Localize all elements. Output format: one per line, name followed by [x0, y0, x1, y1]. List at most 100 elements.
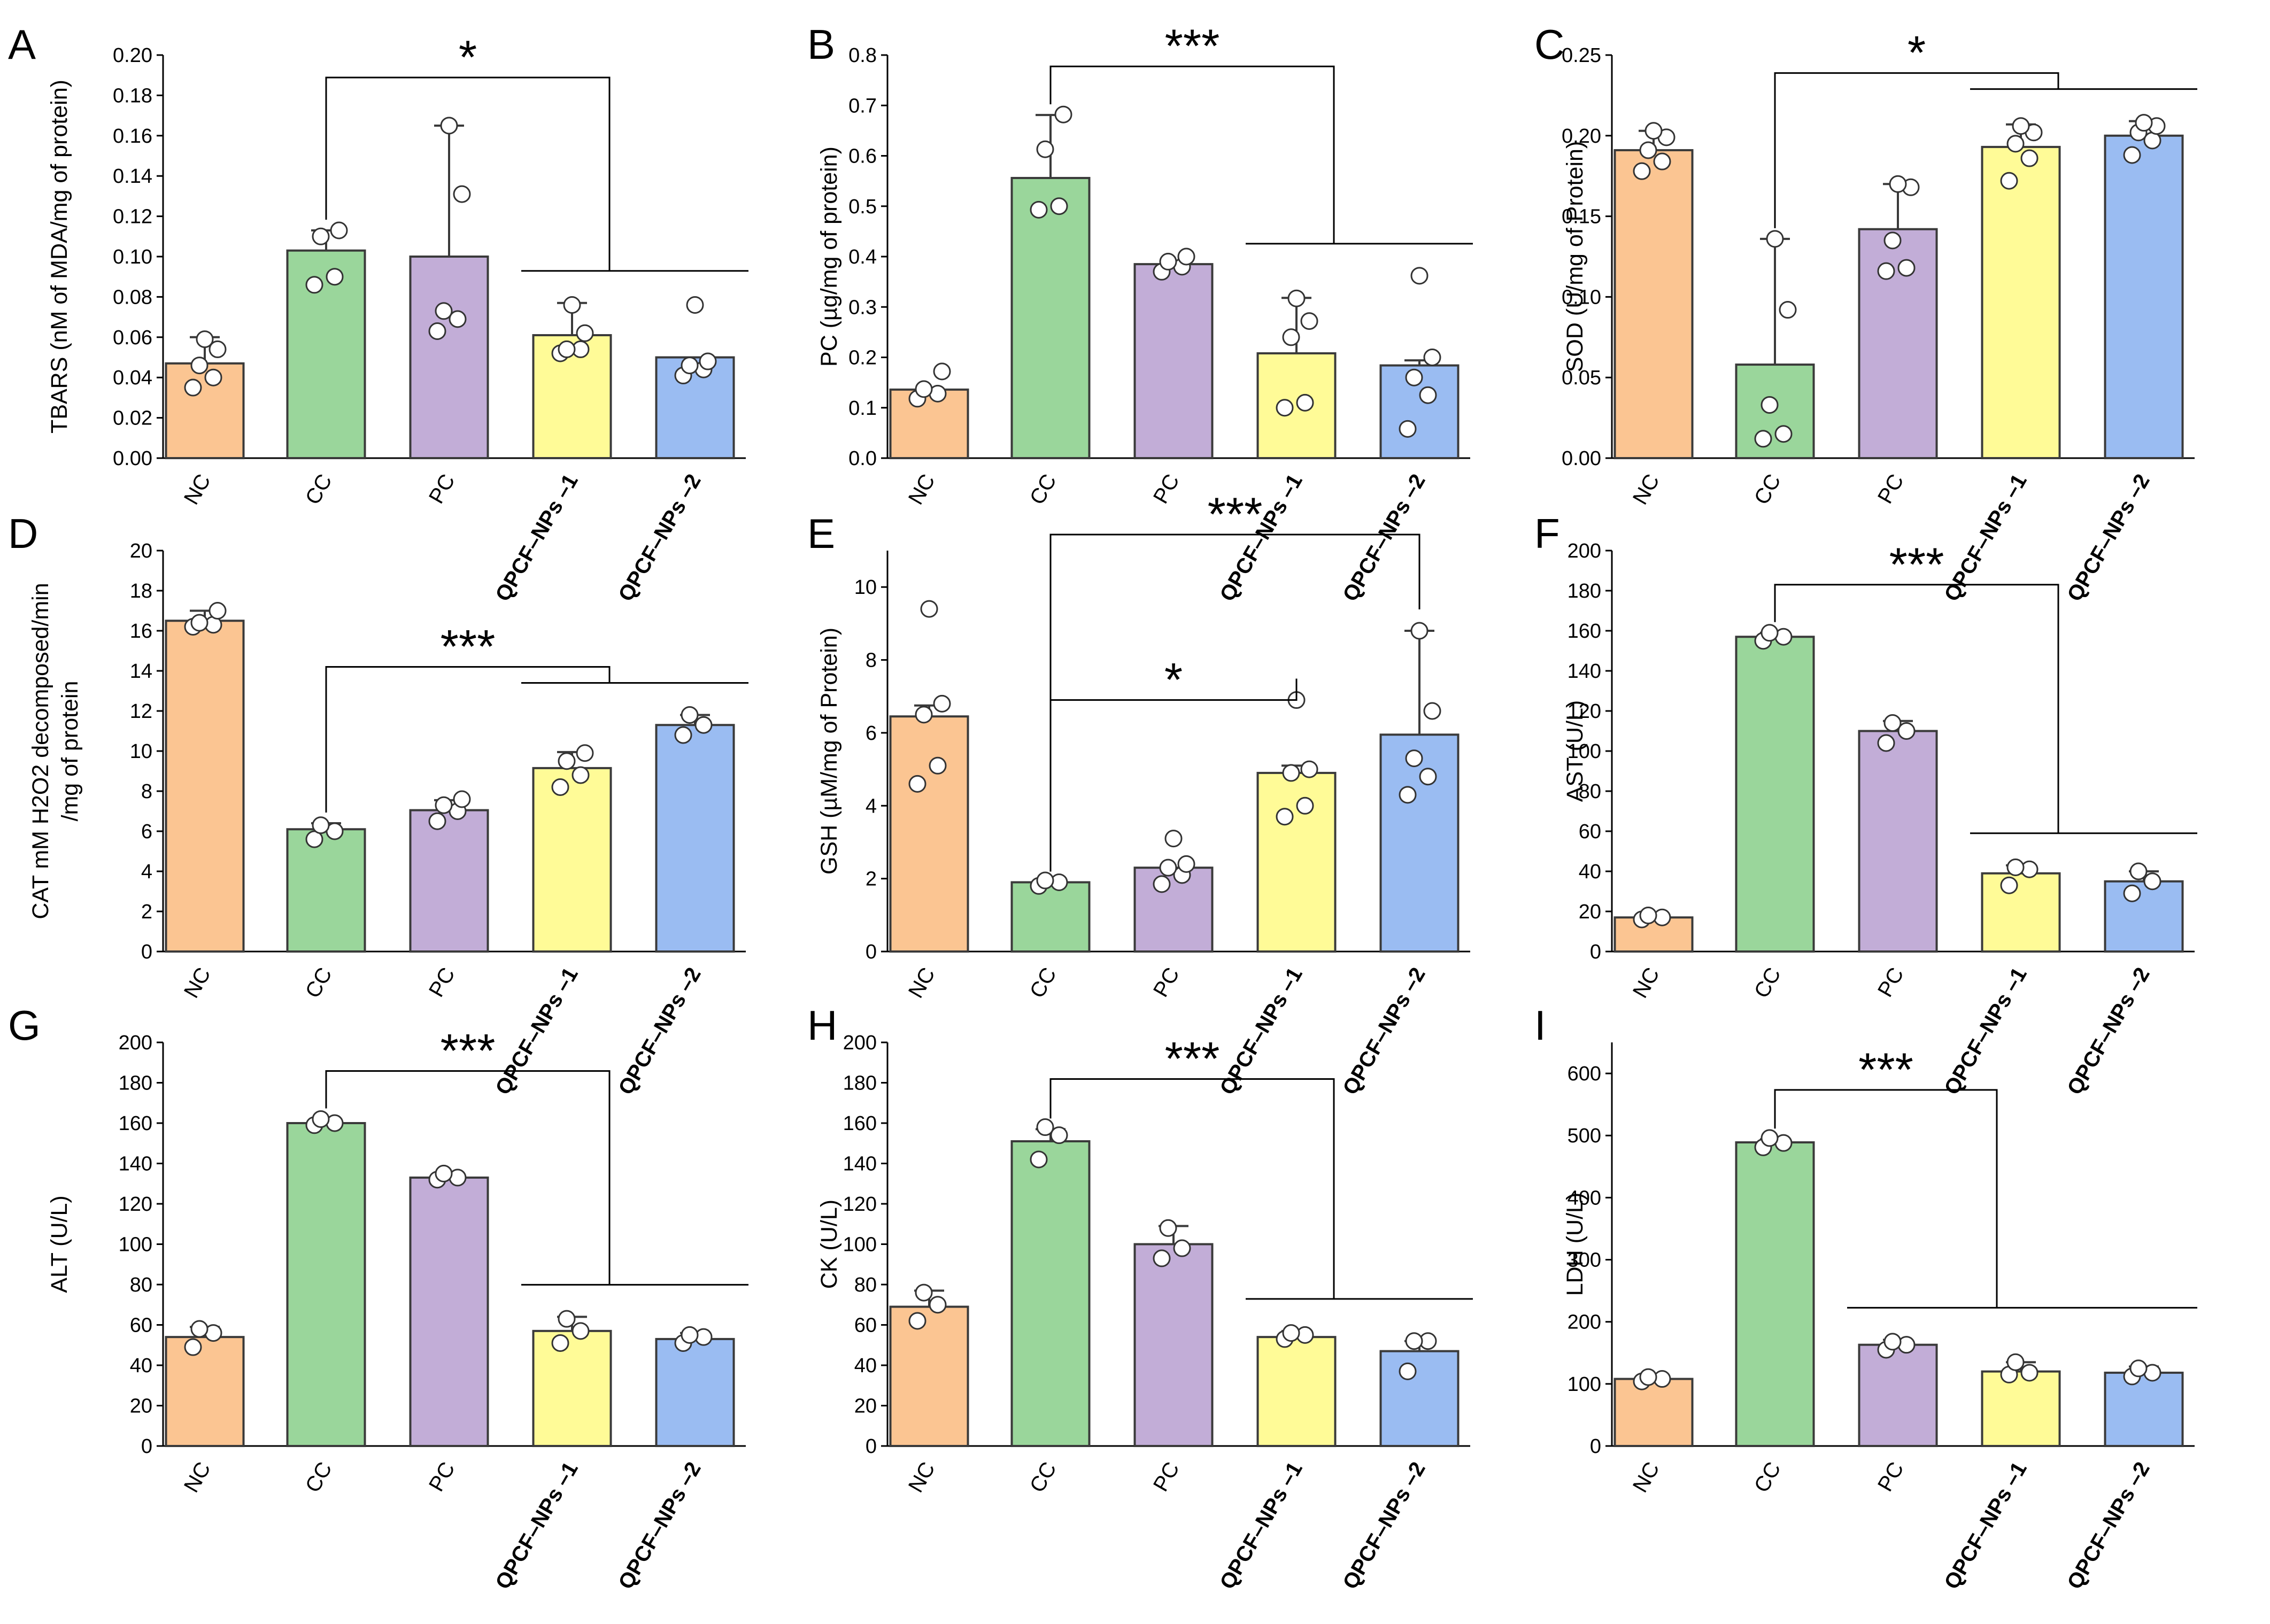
data-point [1177, 248, 1195, 266]
bar [1133, 867, 1214, 953]
data-point [686, 296, 704, 314]
y-tick-label: 0.20 [113, 44, 152, 67]
panel-letter: D [8, 510, 38, 557]
data-point [435, 1164, 453, 1182]
y-tick-label: 0.05 [1562, 367, 1601, 389]
bar [286, 828, 366, 953]
x-category-label: QPCF–NPs –2 [2063, 470, 2154, 606]
data-point [184, 1338, 202, 1356]
y-tick-label: 0.06 [113, 327, 152, 349]
data-point [190, 357, 209, 375]
y-tick-label: 180 [843, 1072, 877, 1095]
y-tick-label: 100 [1568, 1373, 1601, 1396]
data-point [681, 706, 699, 724]
bar [1981, 1370, 2061, 1448]
bar [1010, 1140, 1091, 1448]
bar [1256, 352, 1337, 460]
y-axis-title: CK (U/L) [816, 1200, 842, 1289]
data-point [1761, 1129, 1779, 1147]
y-tick-label: 20 [854, 1395, 877, 1418]
data-point [1177, 855, 1195, 873]
data-point [1173, 1239, 1191, 1257]
data-point [2006, 1353, 2025, 1371]
y-tick-label: 6 [141, 821, 152, 843]
data-point [1399, 786, 1417, 804]
panel-letter: E [807, 510, 835, 557]
data-point [551, 778, 569, 796]
data-point [572, 1322, 590, 1340]
bar [1010, 881, 1091, 953]
data-point [681, 357, 699, 375]
data-point [1276, 808, 1294, 826]
y-tick-label: 20 [130, 1395, 152, 1418]
significance-bracket [1049, 65, 1335, 244]
data-point [576, 324, 594, 342]
significance-bracket [325, 666, 611, 813]
data-point [1761, 624, 1779, 642]
data-point [449, 310, 467, 328]
y-tick-label: 140 [843, 1153, 877, 1176]
data-point [908, 775, 926, 793]
data-point [1036, 871, 1054, 890]
y-tick-label: 200 [843, 1032, 877, 1054]
y-tick-label: 60 [1579, 821, 1601, 843]
panel-b: B 0.0 0.1 0.2 0.3 0.4 0.5 0.6 0.7 0.8 PC (µg/mg of… [807, 19, 1473, 606]
bar [286, 1122, 366, 1447]
data-point [1030, 200, 1048, 219]
panel-letter: G [8, 1002, 41, 1049]
significance-bracket [1774, 584, 2059, 833]
bar [1613, 149, 1694, 460]
y-tick-label: 10 [130, 740, 152, 763]
significance-marker: *** [1165, 1032, 1220, 1085]
data-point [1761, 396, 1779, 414]
y-tick-label: 0.16 [113, 125, 152, 148]
x-category-label: NC [904, 964, 940, 1002]
x-category-label: CC [301, 1458, 337, 1497]
data-point [1159, 252, 1177, 270]
data-point [933, 694, 951, 713]
x-category-label: NC [904, 470, 940, 509]
data-point [1633, 162, 1651, 180]
y-tick-label: 60 [854, 1314, 877, 1337]
y-tick-label: 8 [141, 780, 152, 803]
y-tick-label: 200 [1568, 540, 1601, 562]
bar [1613, 916, 1694, 953]
data-point [196, 330, 214, 349]
data-point [2143, 872, 2161, 891]
data-point [1300, 760, 1318, 778]
x-category-label: QPCF–NPs –1 [491, 1458, 582, 1594]
data-point [453, 790, 471, 808]
y-tick-label: 12 [130, 700, 152, 723]
data-point [1287, 289, 1306, 307]
x-category-label: PC [1149, 964, 1184, 1001]
data-point [190, 1320, 209, 1338]
data-point [1653, 152, 1671, 171]
significance-bracket [1049, 1078, 1335, 1299]
y-tick-label: 0.4 [848, 246, 877, 268]
y-tick-label: 8 [866, 649, 877, 672]
y-tick-label: 0.25 [1562, 44, 1601, 67]
y-tick-label: 160 [1568, 620, 1601, 643]
data-point [1159, 1219, 1177, 1237]
significance-marker: *** [1858, 1043, 1913, 1096]
data-point [312, 1110, 330, 1128]
data-point [1282, 764, 1300, 782]
data-point [2006, 859, 2025, 876]
y-tick-label: 0.10 [1562, 286, 1601, 308]
data-point [1410, 267, 1429, 285]
bar [532, 1329, 612, 1447]
data-point [190, 614, 209, 632]
y-tick-label: 0 [141, 1435, 152, 1458]
x-category-label: NC [1628, 964, 1664, 1002]
x-category-label: PC [1873, 470, 1909, 508]
bar [165, 620, 245, 953]
data-point [563, 296, 581, 314]
y-tick-label: 0 [1590, 1435, 1601, 1458]
x-category-label: NC [1628, 470, 1664, 509]
y-tick-label: 4 [866, 795, 877, 817]
bar [1735, 1141, 1815, 1448]
panel-letter: H [807, 1002, 837, 1049]
data-point [1644, 122, 1663, 140]
data-point [1897, 722, 1916, 740]
data-point [2000, 876, 2018, 894]
